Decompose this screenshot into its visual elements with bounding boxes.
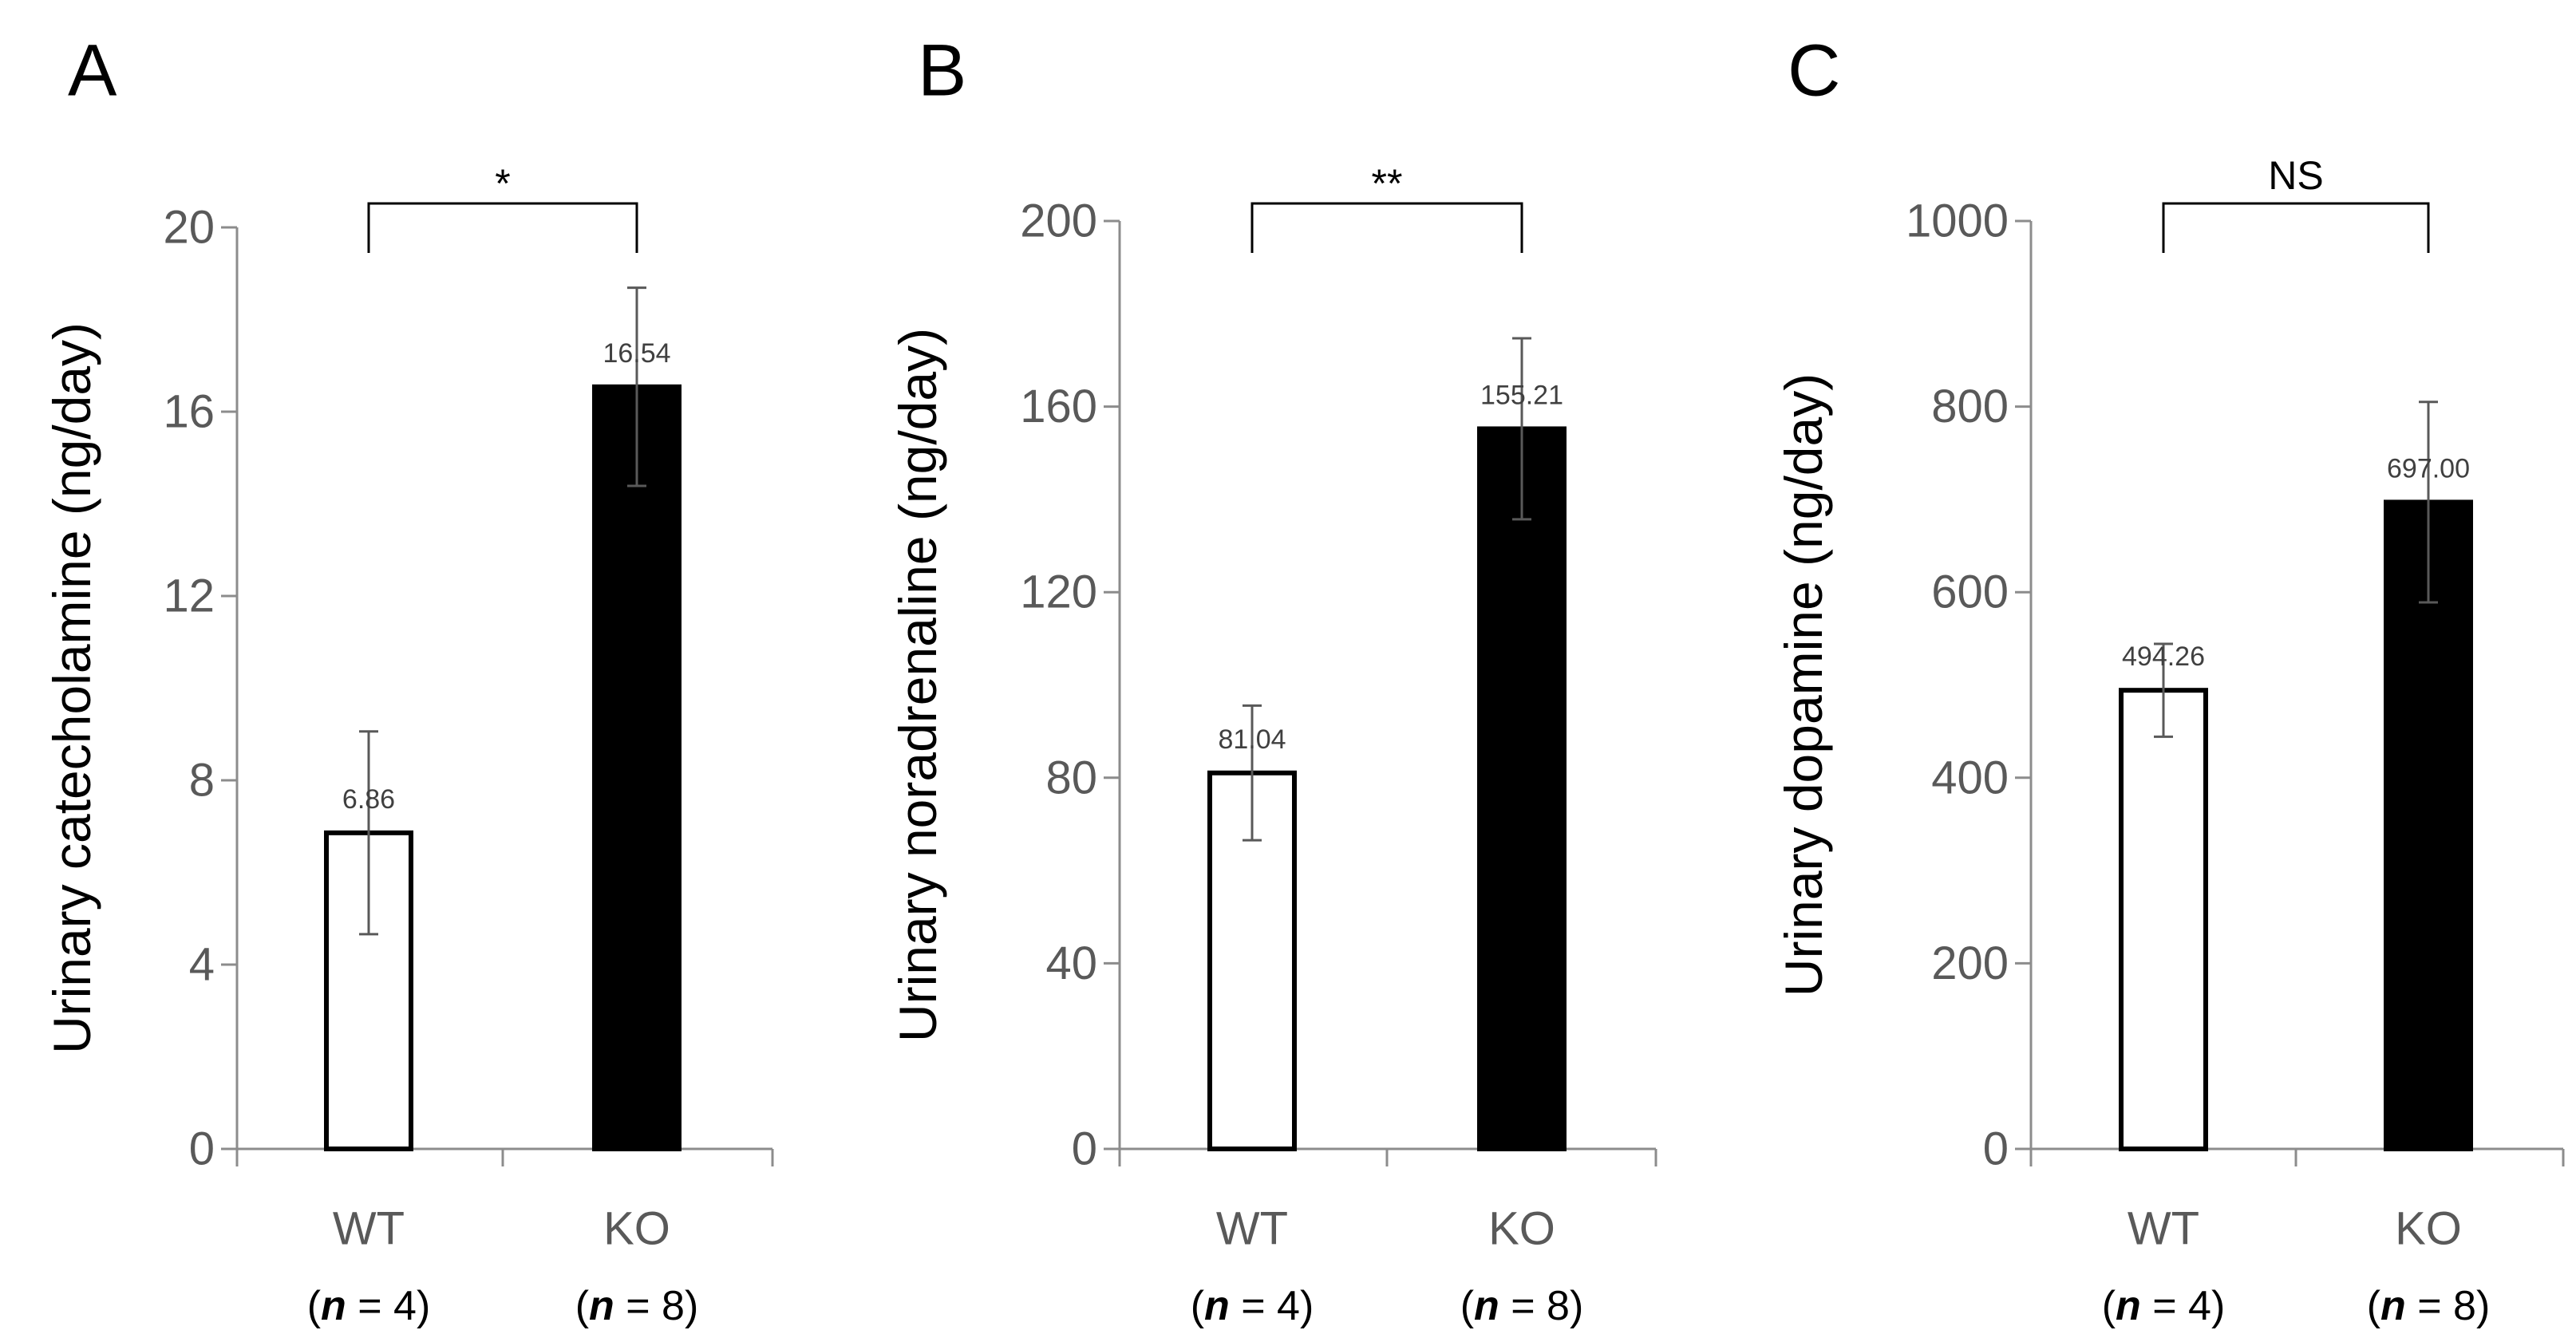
y-tick-label: 4	[189, 939, 215, 991]
x-category-label: WT	[1216, 1203, 1288, 1255]
x-category-label: WT	[2128, 1203, 2199, 1255]
y-tick-label: 600	[1931, 566, 2009, 618]
y-tick-label: 120	[1020, 566, 1097, 618]
data-label: 81.04	[1218, 724, 1286, 755]
panel-letter: A	[68, 30, 117, 111]
y-tick-label: 20	[163, 202, 215, 254]
significance-bracket	[2162, 202, 2430, 253]
y-tick-label: 0	[1072, 1123, 1097, 1175]
bar-wt	[2119, 688, 2208, 1151]
panel-a: A 0 4 8 12 16 20 Urinary catecholamine (ng/day)…	[42, 30, 774, 1329]
sample-size-label: (n = 4)	[1191, 1283, 1314, 1329]
x-category-label: WT	[333, 1203, 405, 1255]
significance-label: NS	[2268, 153, 2323, 198]
significance-bracket	[367, 202, 638, 253]
data-label: 155.21	[1480, 380, 1563, 410]
sample-size-label: (n = 8)	[575, 1283, 699, 1329]
y-tick-label: 12	[163, 570, 215, 622]
sample-size-label: (n = 4)	[307, 1283, 431, 1329]
sample-size-label: (n = 8)	[2367, 1283, 2491, 1329]
y-tick-label: 16	[163, 386, 215, 438]
y-tick-label: 0	[1983, 1123, 2009, 1175]
significance-label: *	[495, 161, 510, 206]
y-tick-label: 1000	[1906, 195, 2009, 247]
y-axis-label: Urinary noradrenaline (ng/day)	[888, 328, 947, 1042]
significance-bracket	[1250, 202, 1523, 253]
panel-c: C 0 200 400 600 800 1000 Urinary dopamine (ng/d…	[1774, 30, 2565, 1329]
x-category-label: KO	[603, 1203, 670, 1255]
sample-size-label: (n = 8)	[1460, 1283, 1584, 1329]
y-tick-label: 400	[1931, 752, 2009, 803]
data-label: 494.26	[2122, 641, 2205, 672]
data-label: 16.54	[603, 338, 670, 369]
x-category-label: KO	[1488, 1203, 1555, 1255]
data-label: 697.00	[2387, 453, 2470, 483]
panel-letter: C	[1788, 30, 1840, 111]
sample-size-label: (n = 4)	[2102, 1283, 2226, 1329]
y-tick-label: 0	[189, 1123, 215, 1175]
y-tick-label: 40	[1045, 937, 1097, 989]
panel-letter: B	[918, 30, 966, 111]
bar-ko	[2384, 499, 2473, 1151]
y-tick-label: 200	[1931, 937, 2009, 989]
y-tick-label: 160	[1020, 381, 1097, 432]
y-axis-label: Urinary dopamine (ng/day)	[1774, 373, 1833, 997]
y-tick-label: 8	[189, 755, 215, 807]
bar-ko	[592, 384, 682, 1151]
bar-ko	[1477, 426, 1567, 1151]
y-axis-label: Urinary catecholamine (ng/day)	[42, 322, 101, 1054]
panel-b: B 0 40 80 120 160 200 Urinary noradrenaline (ng…	[888, 30, 1657, 1329]
y-tick-label: 80	[1045, 752, 1097, 803]
y-tick-label: 200	[1020, 195, 1097, 247]
data-label: 6.86	[342, 784, 395, 815]
y-tick-label: 800	[1931, 381, 2009, 432]
significance-label: **	[1372, 161, 1403, 206]
x-category-label: KO	[2395, 1203, 2462, 1255]
